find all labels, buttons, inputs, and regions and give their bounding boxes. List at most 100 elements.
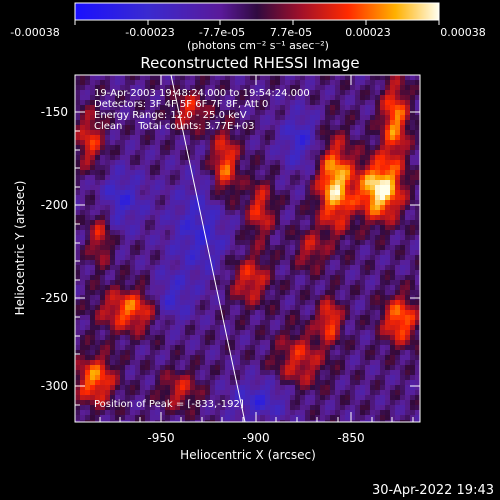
- heatmap-cell: [175, 110, 180, 115]
- heatmap-cell: [220, 405, 225, 410]
- heatmap-cell: [270, 130, 275, 135]
- heatmap-cell: [215, 205, 220, 210]
- heatmap-cell: [250, 410, 255, 415]
- heatmap-cell: [230, 180, 235, 185]
- heatmap-cell: [205, 140, 210, 145]
- heatmap-cell: [380, 150, 385, 155]
- heatmap-cell: [185, 225, 190, 230]
- heatmap-cell: [325, 420, 330, 422]
- heatmap-cell: [405, 345, 410, 350]
- heatmap-cell: [310, 255, 315, 260]
- heatmap-cell: [330, 165, 335, 170]
- heatmap-cell: [305, 170, 310, 175]
- heatmap-cell: [110, 165, 115, 170]
- heatmap-cell: [300, 330, 305, 335]
- heatmap-cell: [245, 230, 250, 235]
- heatmap-cell: [95, 265, 100, 270]
- heatmap-cell: [395, 405, 400, 410]
- heatmap-cell: [330, 135, 335, 140]
- heatmap-cell: [185, 355, 190, 360]
- heatmap-cell: [130, 290, 135, 295]
- heatmap-cell: [300, 280, 305, 285]
- heatmap-cell: [280, 310, 285, 315]
- heatmap-cell: [85, 290, 90, 295]
- heatmap-cell: [160, 155, 165, 160]
- heatmap-cell: [225, 230, 230, 235]
- heatmap-cell: [100, 255, 105, 260]
- heatmap-cell: [85, 90, 90, 95]
- heatmap-cell: [270, 115, 275, 120]
- heatmap-cell: [110, 150, 115, 155]
- heatmap-cell: [115, 385, 120, 390]
- heatmap-cell: [85, 375, 90, 380]
- heatmap-cell: [100, 295, 105, 300]
- heatmap-cell: [300, 320, 305, 325]
- heatmap-cell: [135, 325, 140, 330]
- heatmap-cell: [410, 225, 415, 230]
- heatmap-cell: [230, 210, 235, 215]
- heatmap-cell: [410, 370, 415, 375]
- colorbar-tick-label: 0.00023: [345, 26, 391, 39]
- heatmap-cell: [125, 280, 130, 285]
- heatmap-cell: [245, 195, 250, 200]
- heatmap-cell: [250, 75, 255, 80]
- heatmap-cell: [90, 355, 95, 360]
- heatmap-cell: [185, 370, 190, 375]
- heatmap-cell: [310, 95, 315, 100]
- heatmap-cell: [260, 330, 265, 335]
- heatmap-cell: [315, 180, 320, 185]
- heatmap-cell: [245, 75, 250, 80]
- heatmap-cell: [275, 330, 280, 335]
- heatmap-cell: [310, 115, 315, 120]
- heatmap-cell: [340, 375, 345, 380]
- heatmap-cell: [365, 220, 370, 225]
- heatmap-cell: [170, 245, 175, 250]
- heatmap-cell: [90, 245, 95, 250]
- heatmap-cell: [310, 420, 315, 422]
- heatmap-cell: [120, 120, 125, 125]
- heatmap-cell: [75, 215, 80, 220]
- heatmap-cell: [130, 330, 135, 335]
- heatmap-cell: [305, 240, 310, 245]
- heatmap-cell: [380, 280, 385, 285]
- heatmap-cell: [250, 85, 255, 90]
- heatmap-cell: [215, 325, 220, 330]
- heatmap-cell: [230, 420, 235, 422]
- heatmap-cell: [265, 115, 270, 120]
- heatmap-cell: [280, 240, 285, 245]
- heatmap-cell: [130, 250, 135, 255]
- heatmap-cell: [155, 155, 160, 160]
- heatmap-cell: [395, 160, 400, 165]
- heatmap-cell: [310, 285, 315, 290]
- heatmap-cell: [195, 95, 200, 100]
- heatmap-cell: [140, 350, 145, 355]
- heatmap-cell: [90, 195, 95, 200]
- heatmap-cell: [220, 170, 225, 175]
- heatmap-cell: [300, 135, 305, 140]
- heatmap-cell: [165, 265, 170, 270]
- heatmap-cell: [160, 130, 165, 135]
- heatmap-cell: [220, 150, 225, 155]
- heatmap-cell: [120, 190, 125, 195]
- heatmap-cell: [350, 335, 355, 340]
- heatmap-cell: [210, 375, 215, 380]
- heatmap-cell: [225, 255, 230, 260]
- heatmap-cell: [230, 365, 235, 370]
- heatmap-cell: [170, 275, 175, 280]
- heatmap-cell: [410, 345, 415, 350]
- heatmap-cell: [385, 330, 390, 335]
- heatmap-cell: [140, 240, 145, 245]
- heatmap-cell: [300, 225, 305, 230]
- heatmap-cell: [405, 385, 410, 390]
- heatmap-cell: [410, 80, 415, 85]
- heatmap-cell: [300, 155, 305, 160]
- heatmap-cell: [140, 295, 145, 300]
- heatmap-cell: [290, 285, 295, 290]
- heatmap-cell: [150, 405, 155, 410]
- heatmap-cell: [330, 385, 335, 390]
- heatmap-cell: [170, 310, 175, 315]
- heatmap-cell: [180, 245, 185, 250]
- heatmap-cell: [365, 365, 370, 370]
- heatmap-cell: [360, 80, 365, 85]
- heatmap-cell: [415, 165, 420, 170]
